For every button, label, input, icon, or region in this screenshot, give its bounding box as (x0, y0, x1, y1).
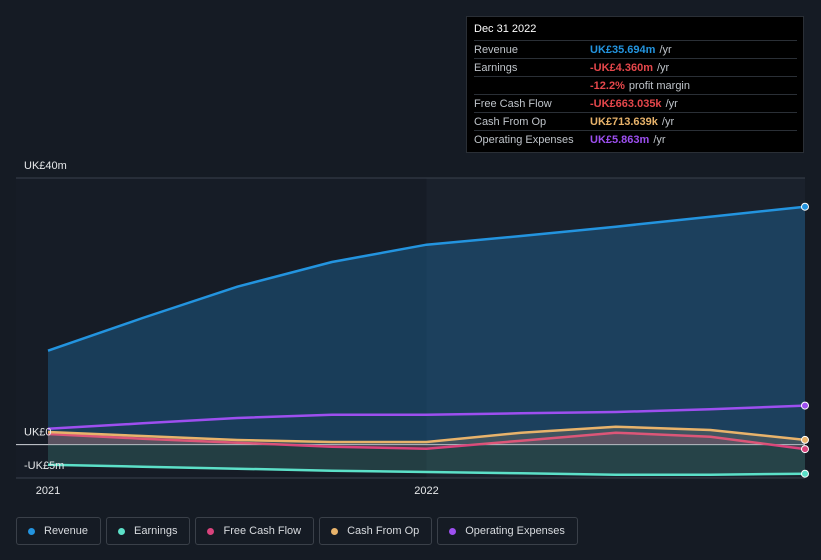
tooltip-row: Operating Expenses UK£5.863m/yr (474, 130, 797, 148)
line (47, 205, 806, 352)
end-marker (801, 445, 809, 454)
tooltip-label: Cash From Op (474, 115, 547, 128)
tooltip-label: Revenue (474, 43, 519, 56)
past-region (16, 178, 427, 478)
line (47, 425, 806, 444)
y-tick-label: UK£40m (24, 160, 67, 172)
legend-item[interactable]: Cash From Op (319, 517, 433, 545)
line (47, 431, 806, 451)
line (47, 463, 806, 476)
area (48, 444, 805, 475)
end-marker (801, 435, 809, 444)
legend-label: Operating Expenses (465, 525, 565, 537)
tooltip-unit: /yr (659, 43, 672, 56)
end-marker (801, 401, 809, 410)
tooltip-value: -12.2% (590, 79, 625, 92)
tooltip-unit: /yr (653, 133, 666, 146)
tooltip-value: UK£35.694m (590, 43, 656, 56)
chart: 2021 2022 UK£40m UK£0 -UK£5m (16, 160, 809, 497)
legend-label: Cash From Op (347, 525, 420, 537)
legend: Revenue Earnings Free Cash Flow Cash From O… (16, 517, 578, 545)
legend-swatch (118, 527, 126, 535)
x-tick-label: 2021 (36, 485, 60, 497)
line (47, 404, 806, 430)
legend-label: Earnings (134, 525, 178, 537)
tooltip-row: Earnings -UK£4.360m/yr (474, 58, 797, 76)
tooltip-row: Free Cash Flow -UK£663.035k/yr (474, 94, 797, 112)
tooltip-value: UK£713.639k (590, 115, 658, 128)
tooltip-label: Operating Expenses (474, 133, 574, 146)
legend-swatch (28, 527, 35, 535)
tooltip-row: Revenue UK£35.694m/yr (474, 40, 797, 58)
legend-label: Free Cash Flow (223, 525, 302, 537)
tooltip-unit: /yr (665, 97, 678, 110)
tooltip-unit: profit margin (628, 79, 690, 92)
area (48, 206, 805, 445)
legend-item[interactable]: Revenue (16, 517, 102, 545)
y-tick-label: -UK£5m (24, 460, 64, 472)
tooltip-row: -12.2% profit margin (474, 76, 797, 94)
x-tick-label: 2022 (414, 485, 438, 497)
tooltip-value: -UK£663.035k (590, 97, 662, 110)
legend-label: Revenue (44, 525, 89, 537)
legend-item[interactable]: Free Cash Flow (195, 517, 315, 545)
tooltip-title: Dec 31 2022 (474, 23, 537, 35)
area (48, 432, 805, 450)
legend-swatch (449, 527, 457, 535)
highlight-region (426, 178, 805, 478)
tooltip-unit: /yr (656, 61, 670, 74)
tooltip-label: Earnings (474, 61, 518, 74)
legend-item[interactable]: Operating Expenses (437, 517, 578, 545)
tooltip-label: Free Cash Flow (474, 97, 552, 110)
tooltip-row: Cash From Op UK£713.639k/yr (474, 112, 797, 130)
legend-item[interactable]: Earnings (106, 517, 191, 545)
tooltip-unit: /yr (661, 115, 675, 128)
end-marker (801, 202, 809, 211)
tooltip: Dec 31 2022 Revenue UK£35.694m/yr Earnings… (466, 16, 804, 153)
y-tick-label: UK£0 (24, 427, 52, 439)
end-marker (801, 469, 809, 478)
legend-swatch (331, 527, 339, 535)
tooltip-value: -UK£4.360m (590, 61, 653, 74)
tooltip-value: UK£5.863m (590, 133, 650, 146)
legend-swatch (207, 527, 215, 535)
